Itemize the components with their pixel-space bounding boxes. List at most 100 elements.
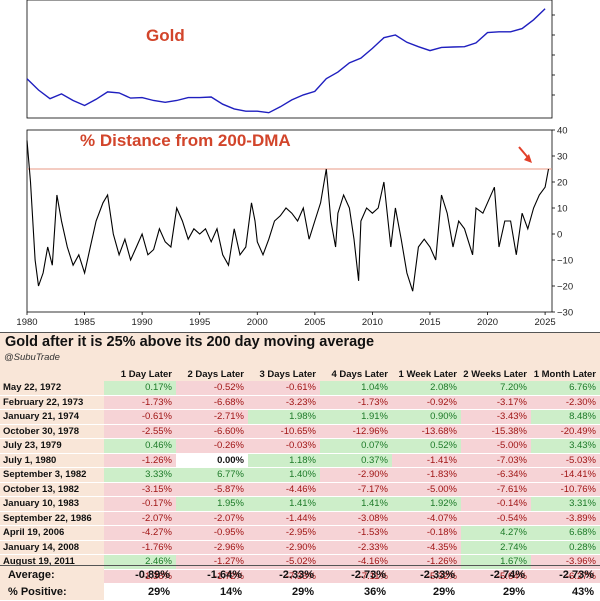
cell-return: -13.68%: [392, 424, 461, 439]
summary-value: -0.89%: [104, 565, 176, 583]
cell-return: -1.44%: [248, 511, 320, 526]
cell-return: -14.41%: [531, 467, 600, 483]
distance-y-tick-label: 40: [557, 126, 568, 137]
cell-return: 4.27%: [461, 525, 531, 541]
cell-return: 2.74%: [461, 540, 531, 555]
annotation-arrow-head: [524, 154, 532, 163]
cell-return: -1.53%: [320, 525, 392, 541]
summary-value: 29%: [502, 585, 525, 598]
distance-y-tick-label: −10: [557, 256, 573, 267]
cell-return: [392, 583, 461, 599]
cell-return: 2.08%: [392, 381, 461, 396]
cell-return: 3.33%: [104, 467, 176, 483]
cell-return: -15.38%: [461, 424, 531, 439]
cell-return: [248, 583, 320, 599]
summary-value: 29%: [147, 585, 170, 598]
cell-return: -2.90%: [320, 467, 392, 483]
table-row: July 23, 1979 0.46% -0.26% -0.03% 0.07% 0.52%…: [0, 438, 600, 454]
cell-return: 1.40%: [248, 467, 320, 483]
gold-plot-frame: [26, 0, 553, 119]
distance-y-tick-label: −30: [557, 308, 573, 319]
cell-return: -12.96%: [320, 424, 392, 439]
gold-chart: [26, 0, 555, 119]
row-date: July 1, 1980: [0, 453, 104, 468]
cell-return: 7.20%: [461, 381, 531, 396]
cell-return: 3.43%: [531, 438, 600, 454]
distance-x-tick-label: 1995: [189, 317, 210, 328]
cell-return: -7.17%: [320, 482, 392, 497]
summary-value: -2.74%: [461, 565, 531, 583]
table-row: April 19, 2006 -4.27% -0.95% -2.95% -1.53% -0…: [0, 525, 600, 541]
table-credit: @SubuTrade: [4, 352, 60, 363]
table-row: January 14, 2008 -1.76% -2.96% -2.90% -2.33%…: [0, 540, 600, 555]
table-row: October 13, 1982 -3.15% -5.87% -4.46% -7.17%…: [0, 482, 600, 497]
summary-value: 29%: [291, 585, 314, 598]
cell-return: 0.52%: [392, 438, 461, 454]
header-2-days-later: 2 Days Later: [176, 367, 248, 381]
distance-x-tick-label: 2025: [535, 317, 556, 328]
row-date: July 23, 1979: [0, 438, 104, 454]
table-row: July 1, 1980 -1.26% 0.00% 1.18% 0.37% -1.41% -…: [0, 453, 600, 468]
cell-return: -3.15%: [104, 482, 176, 497]
row-date: May 22, 1972: [0, 381, 104, 396]
cell-return: -4.46%: [248, 482, 320, 497]
cell-return: -4.35%: [392, 540, 461, 555]
summary-value: 14%: [219, 585, 242, 598]
summary-table: Average: -0.89% -1.64% -2.33% -2.73% -2.33% -2…: [0, 565, 600, 600]
distance-x-tick-label: 2010: [362, 317, 383, 328]
cell-return: -2.90%: [248, 540, 320, 555]
summary-value: -2.73%: [320, 565, 392, 583]
row-date: February 22, 1973: [0, 395, 104, 410]
cell-return: 1.41%: [248, 496, 320, 512]
cell-return: -1.41%: [392, 453, 461, 468]
cell-return: -0.26%: [176, 438, 248, 454]
cell-return: [531, 583, 600, 599]
row-date: September 22, 1986: [0, 511, 104, 526]
cell-return: -4.27%: [104, 525, 176, 541]
row-date: September 3, 1982: [0, 467, 104, 483]
distance-y-tick-label: 10: [557, 204, 568, 215]
cell-return: -1.26%: [104, 453, 176, 468]
header-4-days-later: 4 Days Later: [320, 367, 392, 381]
cell-return: -3.43%: [461, 409, 531, 425]
cell-return: [104, 583, 176, 599]
cell-return: -0.54%: [461, 511, 531, 526]
cell-return: [461, 583, 531, 599]
cell-return: -0.17%: [104, 496, 176, 512]
header-date: [0, 367, 104, 381]
cell-return: 0.00%: [176, 453, 248, 468]
cell-return: 1.91%: [320, 409, 392, 425]
cell-return: -0.61%: [104, 409, 176, 425]
cell-return: -1.76%: [104, 540, 176, 555]
distance-x-tick-label: 1985: [74, 317, 95, 328]
cell-return: 3.31%: [531, 496, 600, 512]
cell-return: -3.17%: [461, 395, 531, 410]
summary-label: % Positive:: [0, 583, 104, 600]
cell-return: -6.60%: [176, 424, 248, 439]
cell-return: -0.61%: [248, 381, 320, 396]
cell-return: -1.73%: [320, 395, 392, 410]
cell-return: 0.28%: [531, 540, 600, 555]
row-date: January 14, 2008: [0, 540, 104, 555]
cell-return: -2.95%: [248, 525, 320, 541]
cell-return: -5.00%: [392, 482, 461, 497]
cell-return: -5.00%: [461, 438, 531, 454]
row-date: January 21, 1974: [0, 409, 104, 425]
cell-return: -5.87%: [176, 482, 248, 497]
cell-return: -10.76%: [531, 482, 600, 497]
cell-return: -0.18%: [392, 525, 461, 541]
cell-return: -2.30%: [531, 395, 600, 410]
results-table-panel: Gold after it is 25% above its 200 day m…: [0, 332, 600, 601]
summary-label: Average:: [0, 565, 104, 583]
summary-body: Average: -0.89% -1.64% -2.33% -2.73% -2.33% -2…: [0, 565, 600, 600]
cell-return: -0.95%: [176, 525, 248, 541]
distance-x-tick-label: 2020: [477, 317, 498, 328]
cell-return: [320, 583, 392, 599]
distance-x-tick-label: 1990: [132, 317, 153, 328]
distance-x-tick-label: 2000: [247, 317, 268, 328]
cell-return: 1.04%: [320, 381, 392, 396]
cell-return: 1.41%: [320, 496, 392, 512]
cell-return: -6.68%: [176, 395, 248, 410]
summary-row-average: Average: -0.89% -1.64% -2.33% -2.73% -2.33% -2…: [0, 565, 600, 583]
